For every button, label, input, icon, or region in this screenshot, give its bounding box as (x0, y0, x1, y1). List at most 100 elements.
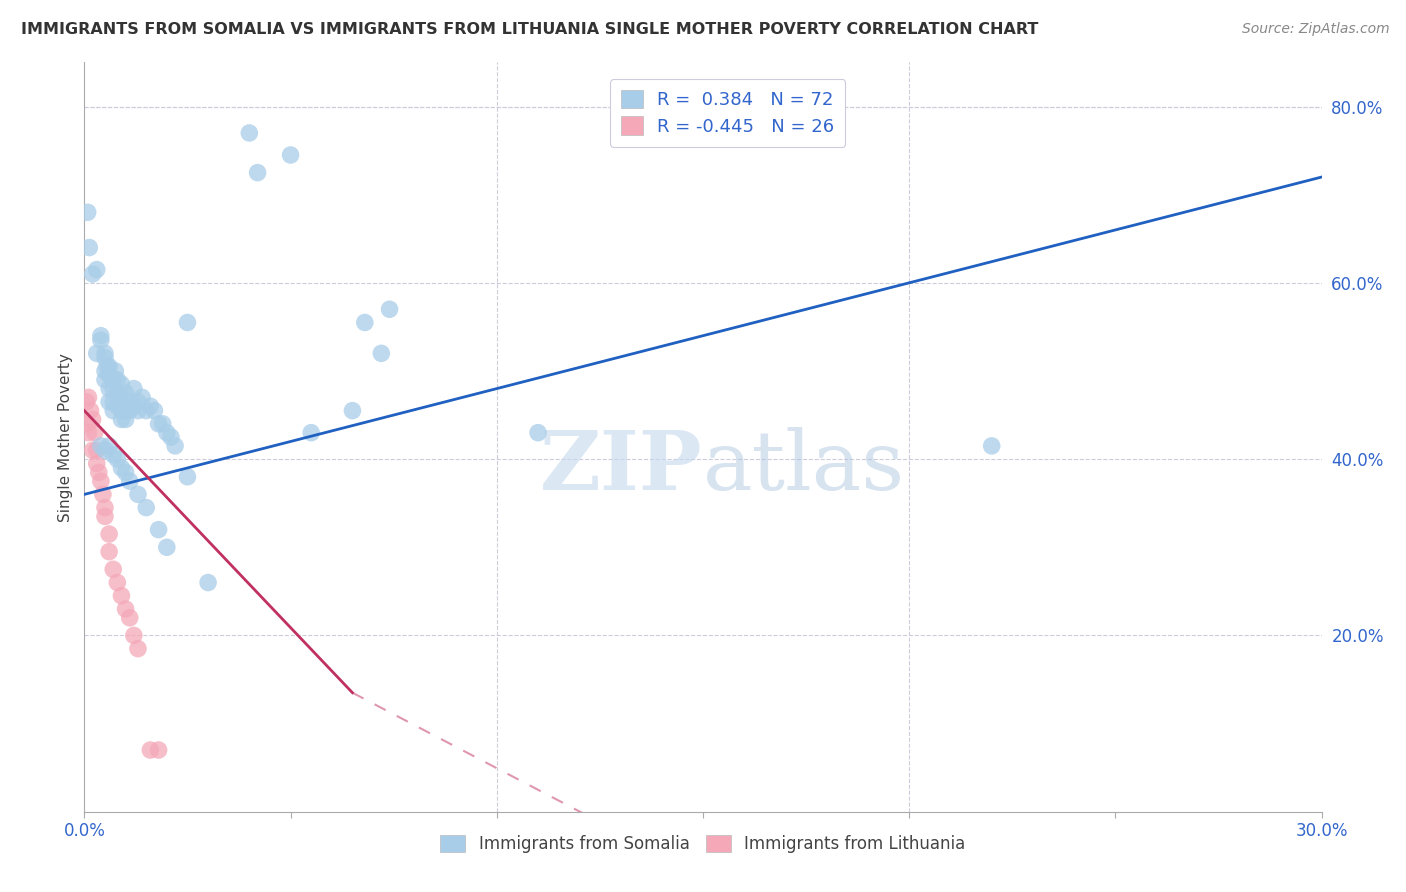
Point (114, 412, 136, 426)
Point (118, 474, 141, 488)
Point (90, 333, 112, 347)
Point (353, 316, 375, 330)
Point (127, 403, 149, 417)
Point (86, 443, 108, 458)
Point (156, 541, 179, 555)
Point (105, 399, 128, 413)
Point (98, 359, 121, 374)
Point (156, 425, 179, 440)
Point (143, 403, 166, 417)
Point (94, 351, 117, 365)
Point (110, 377, 132, 392)
Point (103, 382, 125, 396)
Point (378, 302, 401, 317)
Point (98, 439, 121, 453)
Point (91, 487, 114, 501)
Point (86, 346, 108, 360)
Point (103, 403, 125, 417)
Point (98, 527, 121, 541)
Point (118, 394, 141, 409)
Point (176, 316, 198, 330)
Point (114, 466, 136, 480)
Point (238, 126, 260, 140)
Point (370, 346, 392, 360)
Point (79, 403, 101, 417)
Point (77, 425, 100, 440)
Text: atlas: atlas (703, 427, 905, 507)
Point (299, 425, 322, 440)
Point (87, 466, 110, 480)
Point (103, 562, 125, 576)
Point (139, 399, 162, 413)
Point (114, 403, 136, 417)
Point (127, 487, 149, 501)
Point (83, 425, 105, 440)
Point (342, 403, 364, 417)
Point (280, 148, 302, 162)
Point (94, 443, 117, 458)
Text: IMMIGRANTS FROM SOMALIA VS IMMIGRANTS FROM LITHUANIA SINGLE MOTHER POVERTY CORRE: IMMIGRANTS FROM SOMALIA VS IMMIGRANTS FR… (21, 22, 1039, 37)
Point (148, 743, 170, 757)
Point (114, 602, 136, 616)
Y-axis label: Single Mother Poverty: Single Mother Poverty (58, 352, 73, 522)
Point (127, 394, 149, 409)
Point (105, 373, 128, 387)
Point (94, 500, 117, 515)
Text: Source: ZipAtlas.com: Source: ZipAtlas.com (1241, 22, 1389, 37)
Point (197, 575, 219, 590)
Point (90, 474, 112, 488)
Point (103, 394, 125, 409)
Point (98, 382, 121, 396)
Point (79, 241, 101, 255)
Point (246, 166, 269, 180)
Point (96, 359, 118, 374)
Point (105, 575, 128, 590)
Point (108, 391, 131, 405)
Point (110, 403, 132, 417)
Point (122, 399, 145, 413)
Point (105, 452, 128, 467)
Point (110, 589, 132, 603)
Point (152, 417, 174, 431)
Point (98, 544, 121, 558)
Point (122, 382, 145, 396)
Point (105, 386, 128, 401)
Point (139, 743, 162, 757)
Point (86, 457, 108, 471)
Point (980, 439, 1002, 453)
Point (131, 391, 153, 405)
Point (82, 443, 104, 458)
Point (98, 368, 121, 383)
Point (76, 205, 98, 219)
Point (176, 469, 198, 483)
Point (160, 430, 183, 444)
Point (103, 448, 125, 462)
Point (104, 364, 127, 378)
Point (148, 417, 170, 431)
Point (118, 403, 141, 417)
Point (75, 417, 97, 431)
Point (148, 523, 170, 537)
Point (114, 386, 136, 401)
Point (94, 346, 117, 360)
Point (103, 373, 125, 387)
Point (90, 328, 112, 343)
Point (90, 439, 112, 453)
Point (527, 425, 550, 440)
Point (77, 391, 100, 405)
Point (94, 509, 117, 524)
Point (135, 403, 157, 417)
Point (135, 500, 157, 515)
Point (82, 267, 104, 281)
Point (110, 461, 132, 475)
Point (94, 373, 117, 387)
Point (98, 394, 121, 409)
Point (165, 439, 187, 453)
Point (110, 412, 132, 426)
Point (94, 364, 117, 378)
Point (127, 641, 149, 656)
Point (122, 628, 145, 642)
Point (118, 611, 141, 625)
Point (86, 262, 108, 277)
Text: ZIP: ZIP (540, 427, 703, 507)
